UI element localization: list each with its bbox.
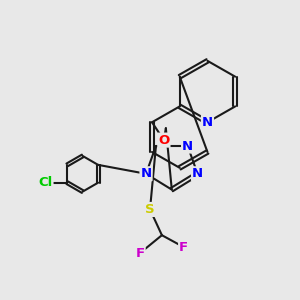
Text: F: F bbox=[136, 247, 145, 260]
Text: N: N bbox=[182, 140, 193, 152]
Text: Cl: Cl bbox=[38, 176, 52, 189]
Text: N: N bbox=[202, 116, 213, 129]
Text: N: N bbox=[140, 167, 152, 180]
Text: O: O bbox=[158, 134, 169, 147]
Text: F: F bbox=[179, 241, 188, 254]
Text: S: S bbox=[145, 203, 155, 216]
Text: N: N bbox=[192, 167, 203, 180]
